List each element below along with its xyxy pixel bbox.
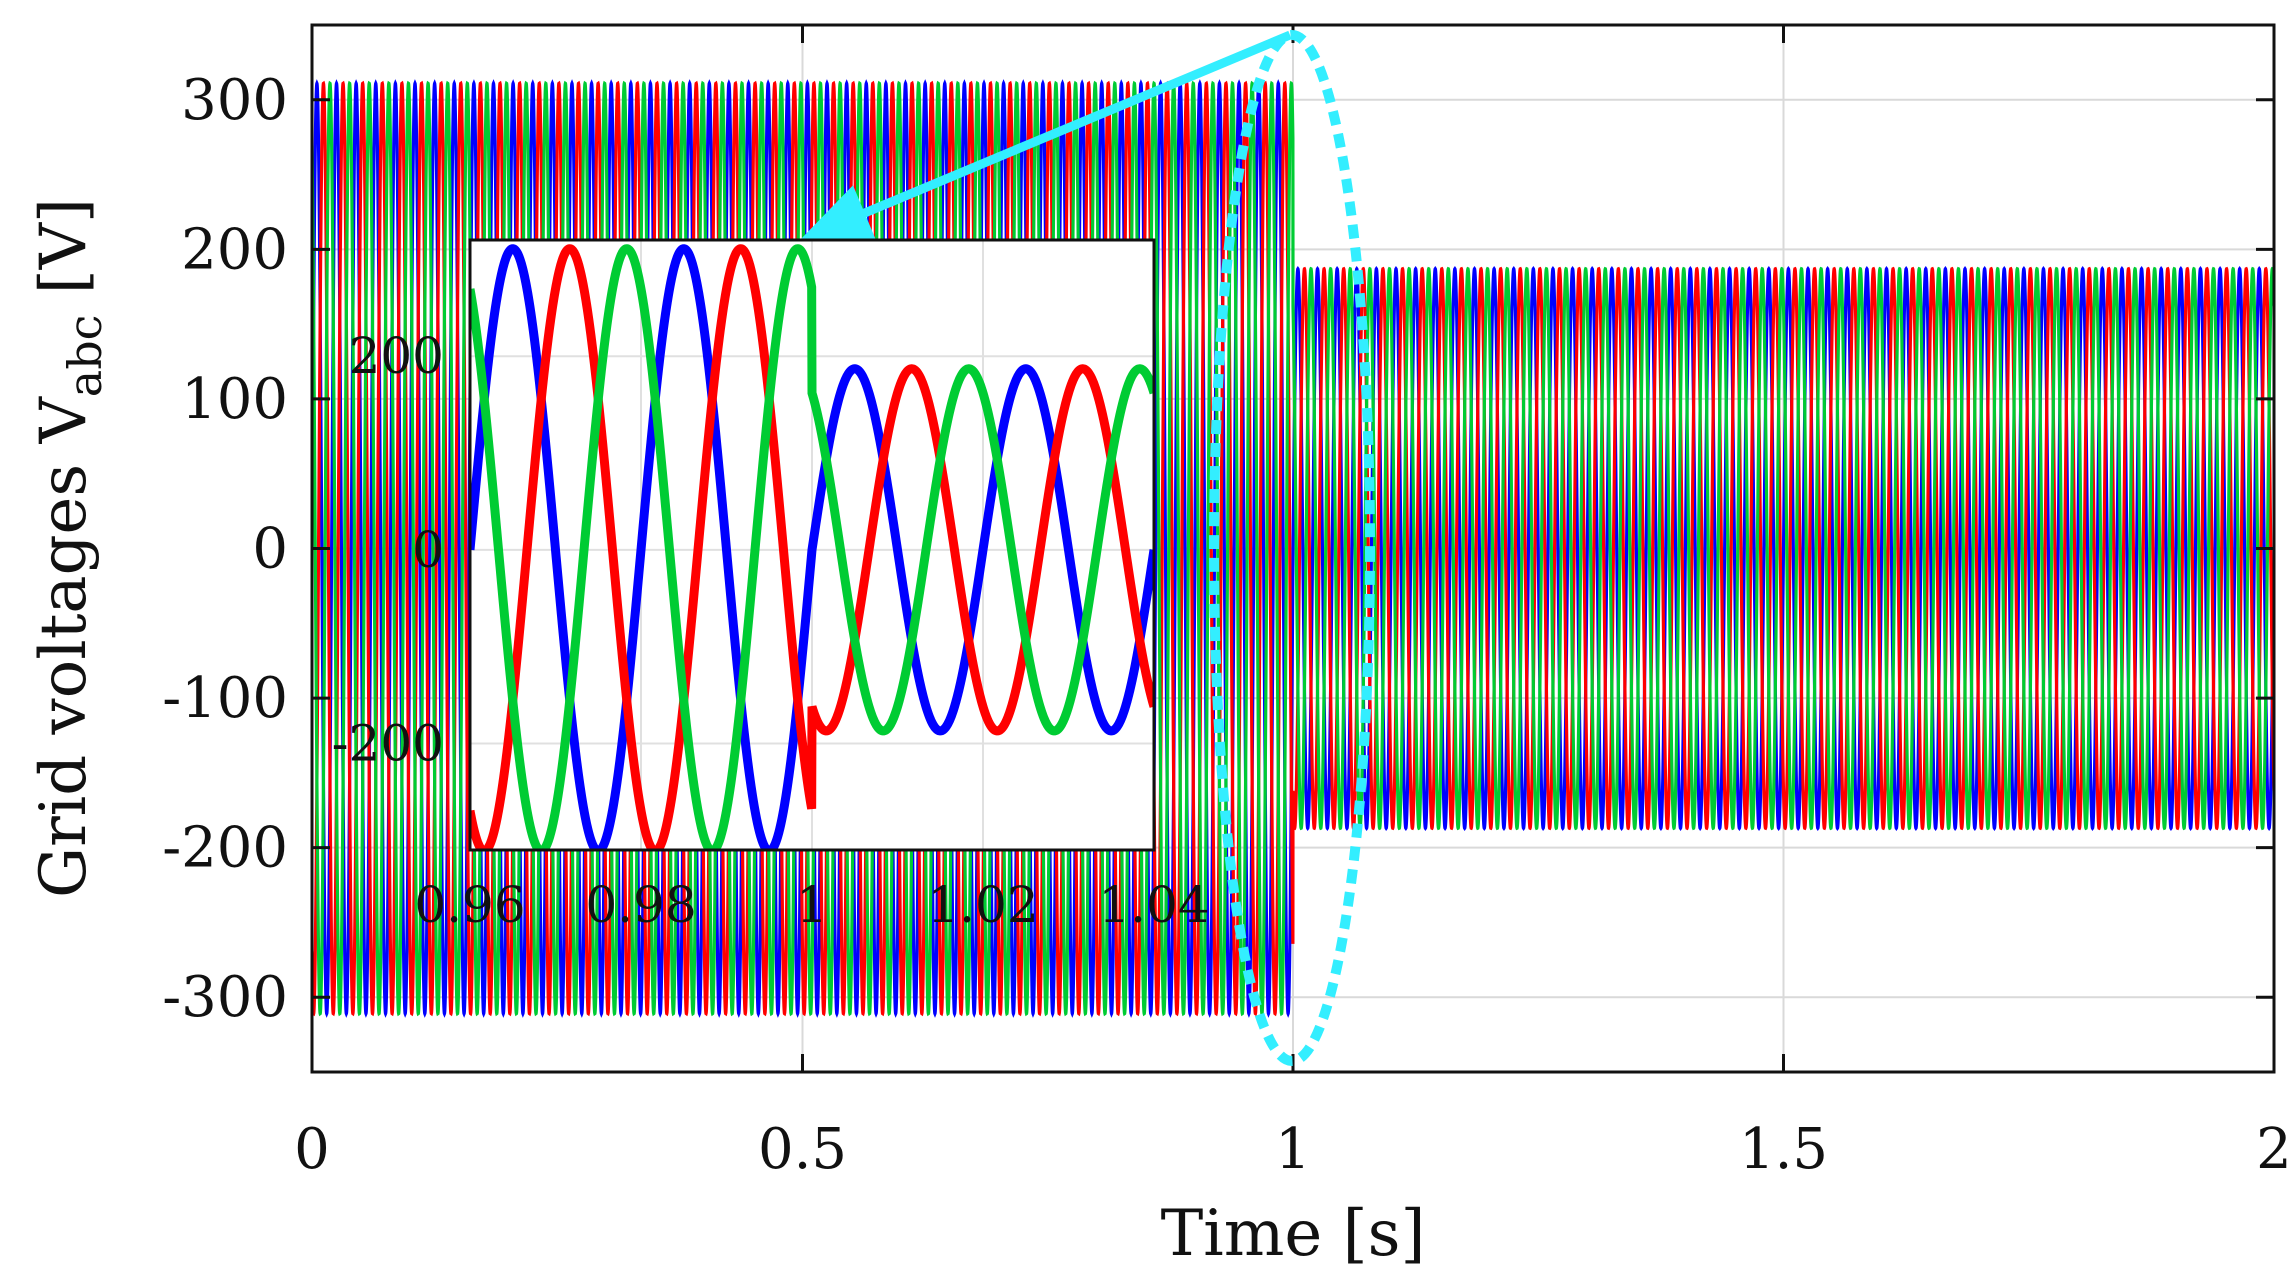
main-ytick-label: -100 — [162, 666, 288, 731]
main-ytick-label: 200 — [181, 217, 288, 282]
inset-series-group — [470, 244, 1154, 850]
inset-series-line-1 — [470, 244, 1154, 850]
main-xtick-label: 2 — [2256, 1117, 2292, 1182]
main-xtick-label: 0.5 — [758, 1117, 847, 1182]
highlight-ellipse — [1209, 30, 1375, 1066]
main-series-line-1 — [312, 80, 2274, 1017]
inset-xtick-label: 1 — [796, 876, 828, 934]
y-axis-label: Grid voltages Vabc [V] — [27, 198, 112, 898]
inset-xtick-label: 1.02 — [927, 876, 1038, 934]
main-xtick-labels: 0 0.5 1 1.5 2 — [294, 1117, 2292, 1182]
y-axis-label-subscript: abc — [58, 315, 112, 398]
y-axis-label-main: Grid voltages V — [27, 395, 101, 898]
main-xtick-label: 1.5 — [1739, 1117, 1828, 1182]
inset-xtick-label: 0.98 — [585, 876, 696, 934]
inset-ytick-label: 0 — [412, 521, 444, 579]
main-xtick-label: 1 — [1275, 1117, 1311, 1182]
main-xtick-label: 0 — [294, 1117, 330, 1182]
inset-ytick-label: -200 — [332, 714, 444, 772]
main-ytick-label: 300 — [181, 68, 288, 133]
highlight-arrow-shaft — [846, 30, 1292, 225]
highlight-arrow — [800, 30, 1292, 241]
x-axis-label: Time [s] — [1161, 1197, 1426, 1271]
main-ytick-label: -200 — [162, 816, 288, 881]
inset-xtick-label: 0.96 — [414, 876, 525, 934]
inset-ytick-label: 200 — [349, 327, 444, 385]
main-ytick-labels: 300 200 100 0 -100 -200 -300 — [162, 68, 288, 1030]
y-axis-label-unit: [V] — [27, 198, 101, 315]
highlight-arrow-head — [800, 185, 877, 241]
inset-series-line-0 — [470, 244, 1154, 850]
main-ticks — [310, 25, 2276, 1072]
inset-ytick-labels: 200 0 -200 — [332, 327, 444, 772]
main-series-line-0 — [312, 79, 2274, 1018]
inset-series-line-2 — [470, 244, 1154, 850]
main-ytick-label: 0 — [252, 517, 288, 582]
inset-xtick-label: 1.04 — [1098, 876, 1209, 934]
main-ytick-label: 100 — [181, 367, 288, 432]
inset-xtick-labels: 0.96 0.98 1 1.02 1.04 — [414, 876, 1209, 934]
main-ytick-label: -300 — [162, 965, 288, 1030]
inset-plot-frame — [468, 238, 1156, 852]
